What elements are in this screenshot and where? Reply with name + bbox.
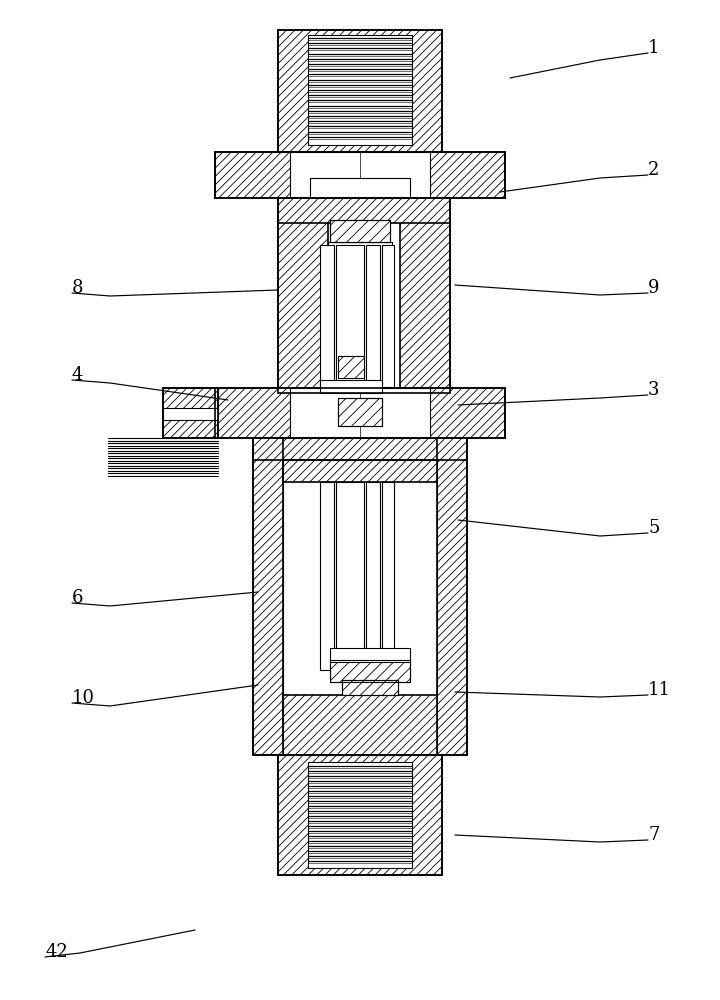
Bar	[163, 408, 218, 420]
Bar	[253, 438, 467, 755]
Bar	[328, 242, 392, 387]
Bar	[342, 680, 398, 695]
Bar	[215, 152, 505, 198]
Bar	[437, 438, 467, 460]
Bar	[330, 220, 390, 242]
Bar	[283, 695, 437, 755]
Bar	[278, 30, 442, 152]
Bar	[338, 398, 382, 426]
Bar	[382, 482, 394, 670]
Bar	[215, 388, 505, 438]
Text: 1: 1	[648, 39, 660, 57]
Bar	[253, 438, 467, 755]
Text: 4: 4	[72, 366, 84, 384]
Bar	[163, 388, 218, 438]
Text: 5: 5	[648, 519, 660, 537]
Text: 2: 2	[648, 161, 660, 179]
Bar	[278, 198, 328, 393]
Bar	[366, 245, 380, 387]
Bar	[400, 198, 450, 393]
Text: 8: 8	[72, 279, 84, 297]
Bar	[330, 220, 390, 242]
Bar	[342, 680, 398, 695]
Bar	[330, 660, 410, 682]
Bar	[290, 152, 430, 198]
Bar	[283, 460, 437, 740]
Bar	[338, 398, 382, 426]
Text: 9: 9	[648, 279, 660, 297]
Text: 7: 7	[648, 826, 660, 844]
Bar	[308, 762, 412, 868]
Bar	[320, 380, 382, 393]
Text: 42: 42	[45, 943, 68, 961]
Bar	[278, 198, 450, 223]
Text: 10: 10	[72, 689, 95, 707]
Bar	[278, 198, 450, 393]
Bar	[310, 178, 410, 198]
Bar	[437, 438, 467, 460]
Bar	[330, 660, 410, 682]
Bar	[283, 460, 437, 755]
Bar	[338, 356, 364, 378]
Bar	[366, 482, 380, 670]
Bar	[336, 482, 364, 670]
Bar	[163, 388, 218, 438]
Bar	[278, 30, 442, 152]
Bar	[215, 152, 505, 198]
Bar	[330, 648, 410, 662]
Text: 11: 11	[648, 681, 671, 699]
Bar	[253, 438, 283, 460]
Bar	[253, 438, 283, 460]
Bar	[336, 245, 364, 387]
Bar	[290, 388, 430, 438]
Bar	[215, 388, 505, 438]
Bar	[283, 460, 437, 482]
Text: 3: 3	[648, 381, 660, 399]
Bar	[382, 245, 394, 387]
Text: 6: 6	[72, 589, 84, 607]
Bar	[308, 35, 412, 145]
Bar	[278, 755, 442, 875]
Bar	[320, 245, 334, 387]
Bar	[278, 755, 442, 875]
Bar	[320, 482, 334, 670]
